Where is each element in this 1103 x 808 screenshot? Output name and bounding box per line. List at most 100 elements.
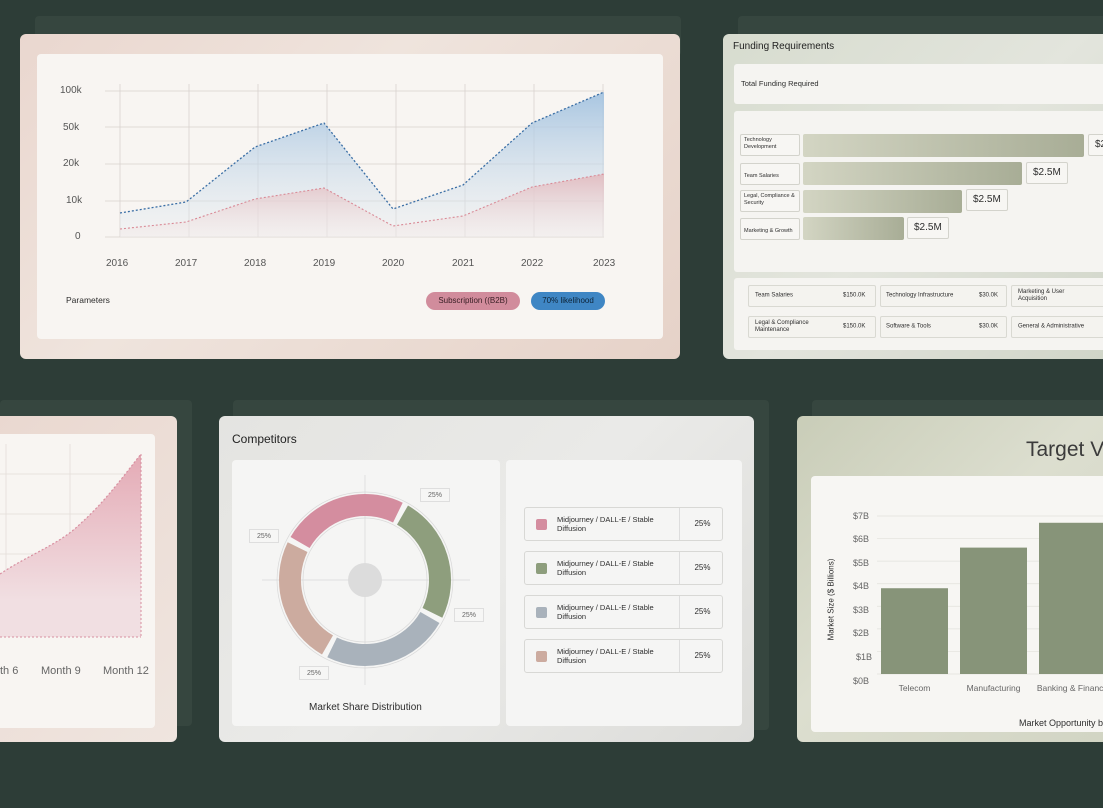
slice-label: 25% xyxy=(249,529,279,543)
market-share-donut xyxy=(262,475,470,685)
total-funding-box xyxy=(734,64,1103,104)
growth-area-chart xyxy=(105,84,605,238)
competitor-legend-item[interactable]: Midjourney / DALL-E / Stable Diffusion 2… xyxy=(524,595,723,629)
slice-label: 25% xyxy=(454,608,484,622)
y-axis-label: Market Size ($ Billions) xyxy=(826,558,836,641)
x-tick: Telecom xyxy=(899,683,931,693)
legend-value: 25% xyxy=(679,508,725,540)
legend-value: 25% xyxy=(679,552,725,584)
cell-value: $150.0K xyxy=(843,292,866,299)
legend-swatch xyxy=(536,607,547,618)
competitor-legend-item[interactable]: Midjourney / DALL-E / Stable Diffusion 2… xyxy=(524,507,723,541)
funding-table-cell: Technology Infrastructure $30.0K xyxy=(880,285,1007,307)
donut-slice[interactable] xyxy=(327,611,440,666)
series-area-likelihood xyxy=(120,174,604,237)
legend-label: Midjourney / DALL-E / Stable Diffusion xyxy=(557,603,654,621)
x-tick: Banking & Finance xyxy=(1037,683,1103,693)
competitors-title: Competitors xyxy=(232,432,297,446)
x-tick: 2023 xyxy=(593,258,616,269)
funding-title: Funding Requirements xyxy=(733,41,835,52)
slice-label: 25% xyxy=(420,488,450,502)
x-tick: 2020 xyxy=(382,258,405,269)
funding-bar-label: Technology Development xyxy=(740,134,800,156)
donut-slice[interactable] xyxy=(290,494,403,549)
y-tick: $3B xyxy=(853,605,870,615)
funding-table-cell: Software & Tools $30.0K xyxy=(880,316,1007,338)
x-tick: 2019 xyxy=(313,258,336,269)
y-tick: 0 xyxy=(75,231,81,242)
x-axis-label: Market Opportunity by xyxy=(1019,718,1103,728)
x-tick: 2022 xyxy=(521,258,544,269)
cell-value: $150.0K xyxy=(843,323,866,330)
y-tick: $4B xyxy=(853,581,870,591)
cell-label: Marketing & User Acquisition xyxy=(1018,289,1065,302)
y-tick: $5B xyxy=(853,558,870,568)
competitors-legend-panel xyxy=(506,460,742,726)
monthly-area-chart xyxy=(0,444,142,638)
x-tick: th 6 xyxy=(0,665,19,677)
cell-value: $30.0K xyxy=(979,292,999,299)
legend-swatch xyxy=(536,563,547,574)
x-tick: 2018 xyxy=(244,258,267,269)
funding-bar xyxy=(803,190,962,213)
parameters-label: Parameters xyxy=(66,295,110,305)
funding-table-cell: General & Administrative xyxy=(1011,316,1103,338)
y-tick: $2B xyxy=(853,628,870,638)
funding-bar-value: $2 xyxy=(1088,134,1103,156)
legend-label: Midjourney / DALL-E / Stable Diffusion xyxy=(557,515,654,533)
competitor-legend-item[interactable]: Midjourney / DALL-E / Stable Diffusion 2… xyxy=(524,551,723,585)
x-tick: 2016 xyxy=(106,258,129,269)
funding-bar-label: Team Salaries xyxy=(740,163,800,185)
slice-label: 25% xyxy=(299,666,329,680)
funding-bar xyxy=(803,217,904,240)
y-tick: $0B xyxy=(853,676,870,686)
legend-label: Midjourney / DALL-E / Stable Diffusion xyxy=(557,647,654,665)
market-size-bar-chart: Telecom Manufacturing Banking & Finance xyxy=(877,515,1103,693)
donut-caption: Market Share Distribution xyxy=(309,702,422,713)
monthly-area-fill xyxy=(0,454,141,637)
funding-table-cell: Marketing & User Acquisition xyxy=(1011,285,1103,307)
legend-swatch xyxy=(536,651,547,662)
y-tick: 10k xyxy=(66,195,83,206)
funding-bar-value: $2.5M xyxy=(907,217,949,239)
y-tick: 20k xyxy=(63,158,80,169)
legend-pill-subscription[interactable]: Subscription ((B2B) xyxy=(426,292,520,310)
legend-label: Midjourney / DALL-E / Stable Diffusion xyxy=(557,559,654,577)
funding-bar-label: Legal, Compliance & Security xyxy=(740,190,800,212)
cell-label: Legal & Compliance Maintenance xyxy=(755,320,809,333)
x-tick: Manufacturing xyxy=(967,683,1021,693)
donut-center-dot xyxy=(348,563,382,597)
funding-bar xyxy=(803,134,1084,157)
series-line-subscription xyxy=(119,91,605,214)
x-tick: 2021 xyxy=(452,258,475,269)
market-size-bar[interactable] xyxy=(960,547,1027,674)
funding-table-cell: Team Salaries $150.0K xyxy=(748,285,876,307)
total-funding-label: Total Funding Required xyxy=(741,79,819,88)
market-size-bar[interactable] xyxy=(1039,522,1103,674)
x-tick: Month 12 xyxy=(103,665,149,677)
funding-bar-value: $2.5M xyxy=(966,189,1008,211)
legend-value: 25% xyxy=(679,596,725,628)
legend-pill-likelihood[interactable]: 70% likelihood xyxy=(531,292,605,310)
y-tick: 100k xyxy=(60,85,82,96)
donut-slice[interactable] xyxy=(396,505,451,618)
cell-label: General & Administrative xyxy=(1018,323,1085,330)
y-tick: $6B xyxy=(853,534,870,544)
y-tick: $7B xyxy=(853,511,870,521)
legend-swatch xyxy=(536,519,547,530)
competitor-legend-item[interactable]: Midjourney / DALL-E / Stable Diffusion 2… xyxy=(524,639,723,673)
funding-table-cell: Legal & Compliance Maintenance $150.0K xyxy=(748,316,876,338)
y-tick: 50k xyxy=(63,122,80,133)
funding-bar xyxy=(803,162,1022,185)
legend-value: 25% xyxy=(679,640,725,672)
donut-slice[interactable] xyxy=(279,542,334,655)
target-title: Target Ve xyxy=(1026,438,1103,461)
series-area-subscription xyxy=(120,92,604,237)
y-tick: $1B xyxy=(856,652,873,662)
cell-label: Software & Tools xyxy=(886,323,931,330)
market-size-bar[interactable] xyxy=(881,588,948,674)
funding-bar-value: $2.5M xyxy=(1026,162,1068,184)
cell-value: $30.0K xyxy=(979,323,999,330)
cell-label: Technology Infrastructure xyxy=(886,292,954,299)
cell-label: Team Salaries xyxy=(755,292,794,299)
